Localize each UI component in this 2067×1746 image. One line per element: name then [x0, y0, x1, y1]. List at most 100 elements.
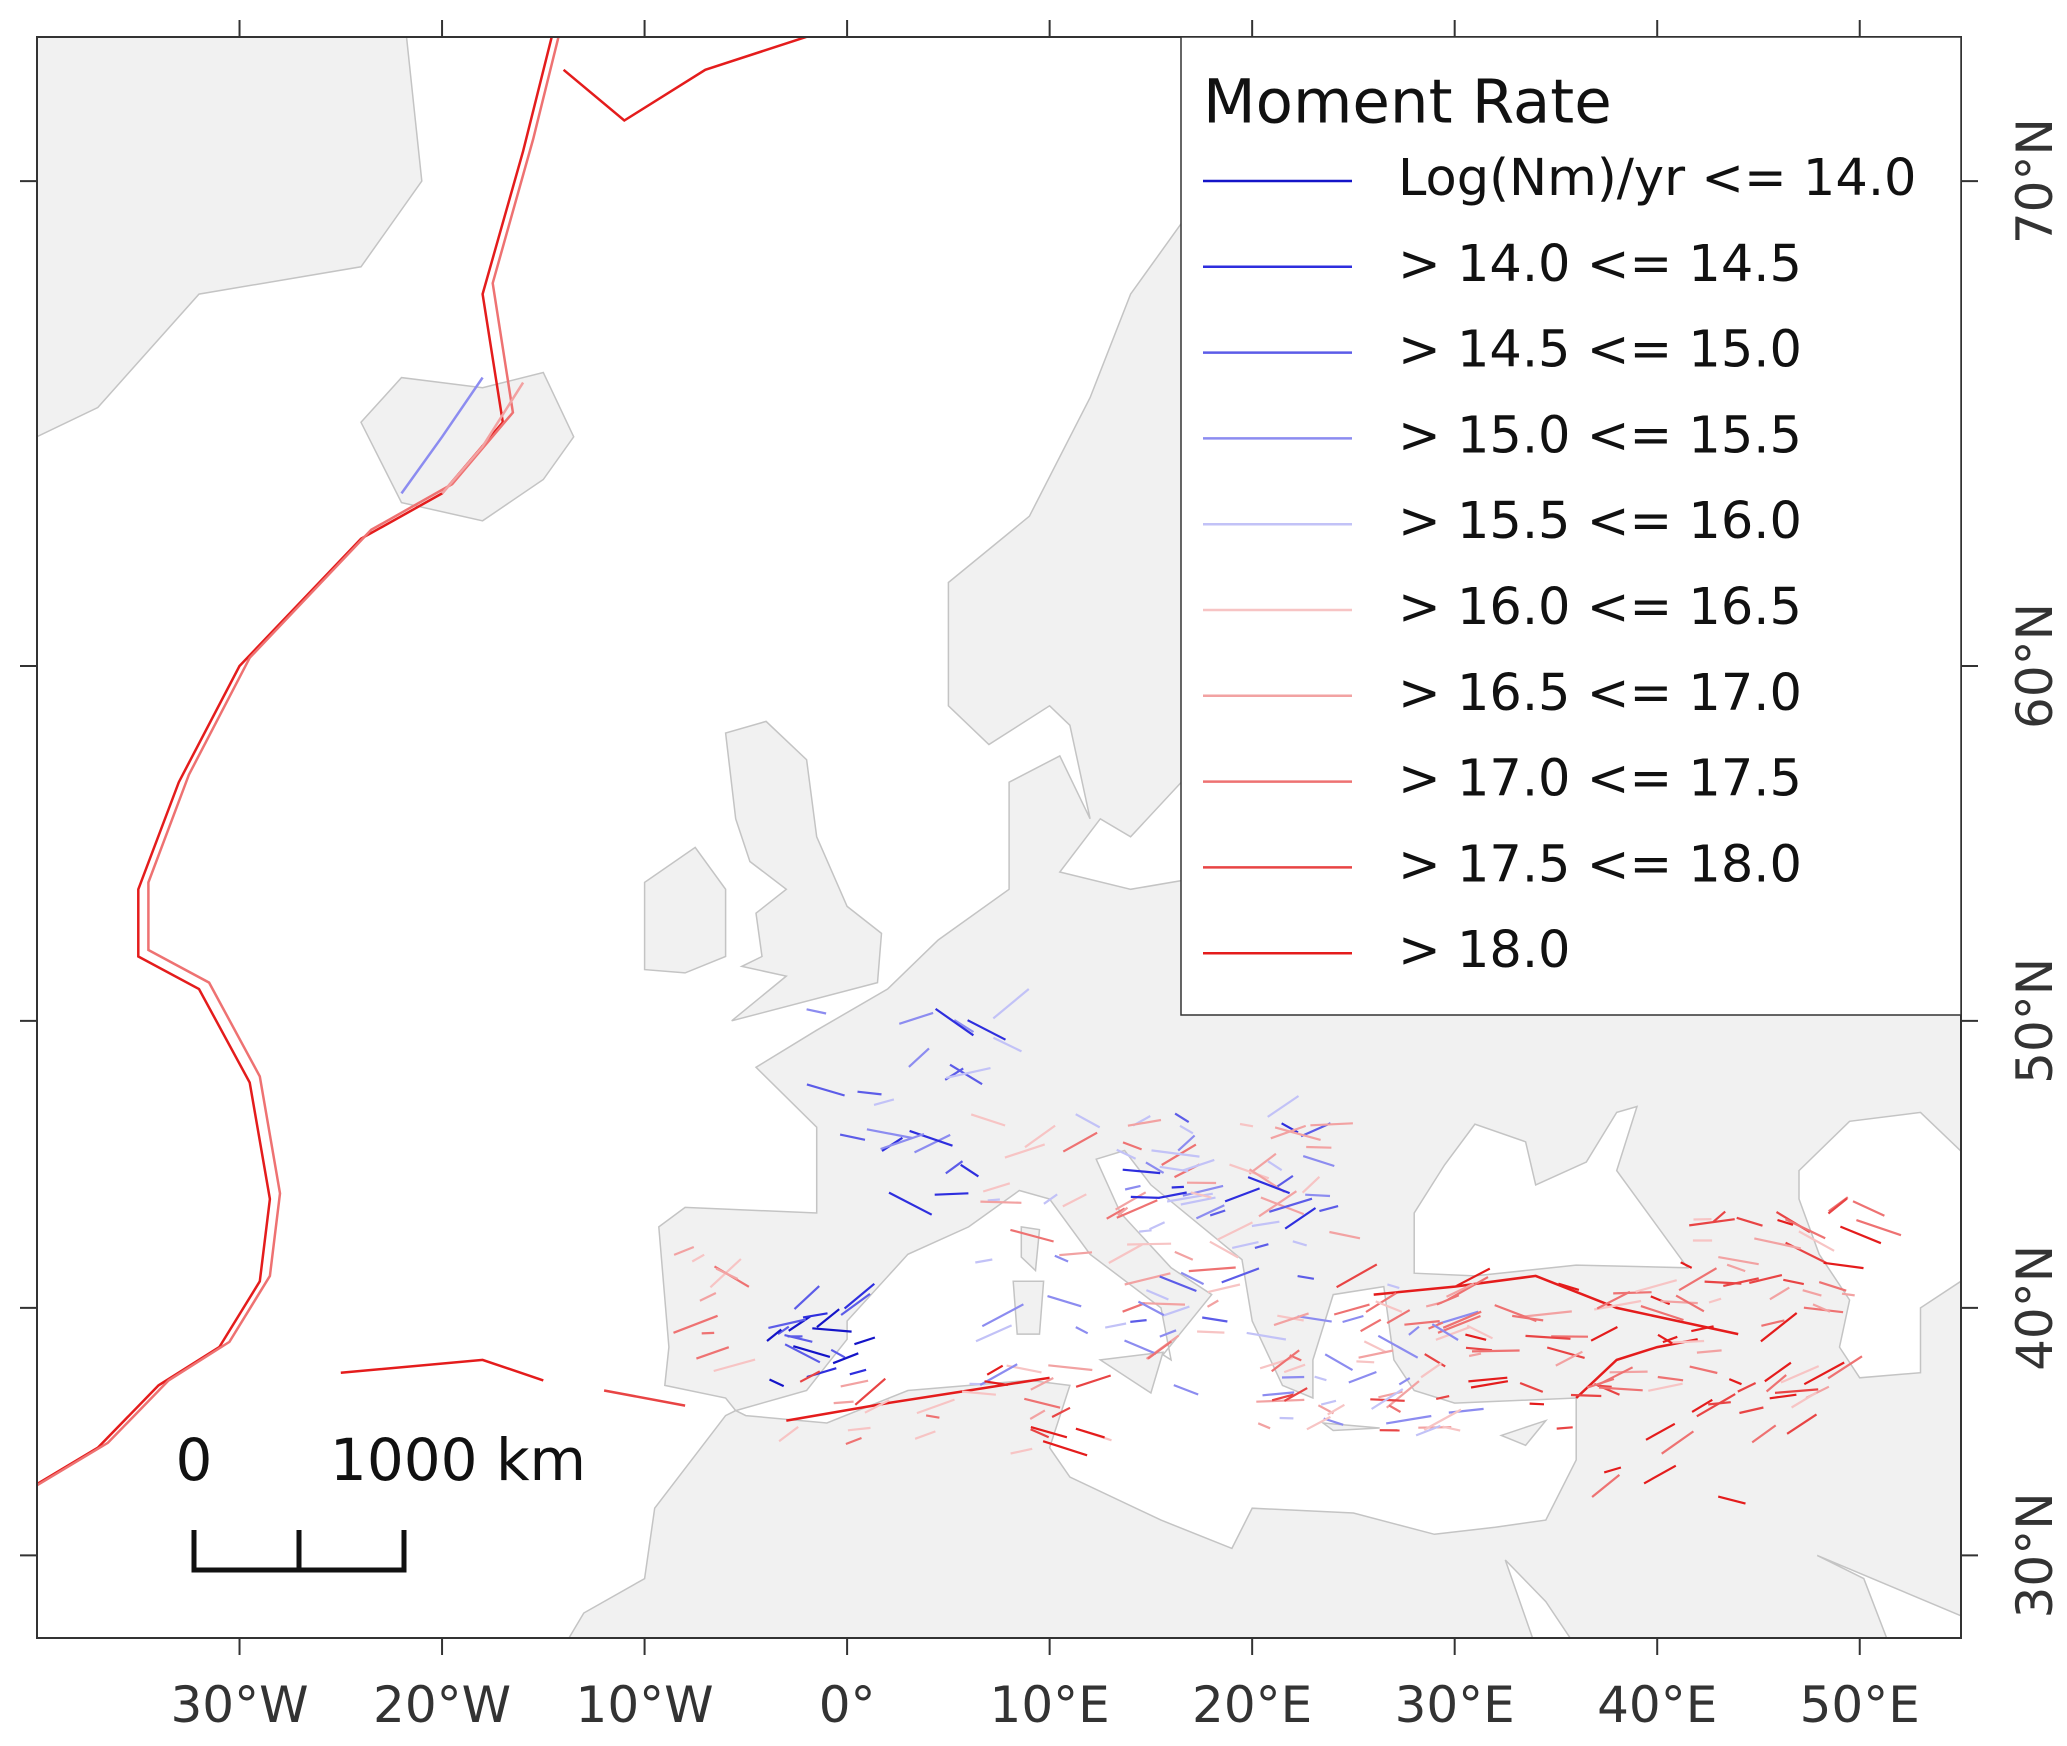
scale-bar: 0 1000 km	[176, 1426, 586, 1573]
fault-trace	[441, 381, 525, 495]
fault-trace	[1122, 1302, 1146, 1313]
fault-trace	[1145, 1289, 1169, 1301]
fault-trace	[1221, 1267, 1260, 1284]
fault-trace	[1030, 1426, 1068, 1439]
fault-trace	[1207, 1283, 1241, 1294]
fault-trace	[843, 1282, 876, 1310]
fault-trace	[1650, 1295, 1671, 1306]
fault-trace	[1603, 1466, 1622, 1474]
fault-trace	[340, 1358, 544, 1382]
ireland	[643, 846, 727, 974]
fault-trace	[1696, 1349, 1722, 1354]
fault-trace	[849, 1368, 867, 1376]
fault-trace	[847, 1426, 871, 1432]
fault-trace	[1254, 1243, 1269, 1249]
fault-trace	[1075, 1326, 1089, 1335]
fault-trace	[1812, 1303, 1831, 1313]
fault-trace	[992, 988, 1030, 1020]
fault-trace	[1106, 1207, 1126, 1220]
fault-trace	[1556, 1426, 1573, 1430]
fault-trace	[1640, 1305, 1684, 1322]
fault-trace	[1267, 1160, 1283, 1172]
fault-trace	[1262, 1391, 1295, 1397]
fault-trace	[1305, 1193, 1331, 1198]
iceland	[360, 371, 575, 522]
scale-label: 1000 km	[330, 1426, 586, 1494]
fault-trace	[833, 1400, 854, 1405]
fault-trace	[1423, 1408, 1462, 1431]
legend-label: > 15.0 <= 15.5	[1398, 406, 1802, 465]
x-tick-label: 10°W	[576, 1676, 714, 1734]
fault-trace	[1024, 1397, 1061, 1409]
fault-trace	[984, 1380, 1008, 1386]
fault-trace	[1209, 1240, 1239, 1259]
fault-trace	[1769, 1393, 1797, 1400]
fault-trace	[691, 1253, 705, 1263]
fault-trace	[1356, 1360, 1375, 1364]
fault-trace	[1179, 1124, 1194, 1135]
fault-trace	[793, 1285, 820, 1310]
fault-trace	[873, 1098, 895, 1106]
fault-trace	[1075, 1113, 1101, 1129]
fault-trace	[1324, 1353, 1354, 1372]
fault-trace	[1329, 1230, 1361, 1240]
fault-trace	[1147, 1340, 1173, 1360]
fault-trace	[1231, 1241, 1259, 1249]
fault-trace	[1306, 1415, 1331, 1431]
legend-label: > 17.0 <= 17.5	[1398, 750, 1802, 809]
fault-trace	[982, 1182, 1011, 1193]
fault-trace	[1613, 1291, 1652, 1295]
x-tick-label: 10°E	[990, 1676, 1110, 1734]
fault-trace	[1348, 1370, 1377, 1384]
fault-trace	[934, 1007, 975, 1037]
fault-trace	[1320, 1399, 1337, 1406]
fault-trace	[1162, 1305, 1190, 1317]
fault-trace	[1783, 1278, 1805, 1286]
fault-trace	[1297, 1275, 1315, 1280]
fault-trace	[1398, 1377, 1411, 1386]
fault-trace	[1466, 1324, 1493, 1340]
fault-trace	[845, 1436, 862, 1446]
fault-trace	[1138, 1229, 1152, 1233]
fault-trace	[1127, 1242, 1172, 1246]
fault-trace	[1446, 1282, 1475, 1298]
fault-trace	[1718, 1256, 1759, 1266]
fault-trace	[1306, 1145, 1332, 1149]
fault-trace	[1777, 1218, 1794, 1226]
fault-trace	[1054, 1254, 1069, 1263]
fault-trace	[925, 1414, 940, 1419]
fault-trace	[1059, 1251, 1093, 1257]
fault-trace	[1754, 1237, 1802, 1250]
fault-trace	[1435, 1395, 1450, 1400]
fault-trace	[1130, 1195, 1160, 1199]
fault-trace	[1130, 1319, 1147, 1323]
fault-trace	[1363, 1340, 1387, 1354]
persian-gulf	[1816, 1554, 1961, 1638]
x-tick-label: 50°E	[1800, 1676, 1920, 1734]
red-sea	[1504, 1559, 1572, 1638]
fault-trace	[1202, 1316, 1228, 1323]
corsica	[1020, 1226, 1041, 1273]
fault-trace	[1174, 1112, 1190, 1124]
fault-trace	[1159, 1275, 1197, 1293]
fault-trace	[1124, 1339, 1157, 1355]
fault-trace	[1802, 1289, 1822, 1297]
fault-trace	[1258, 1190, 1298, 1218]
fault-trace	[1424, 1353, 1446, 1368]
fault-trace	[1760, 1312, 1798, 1343]
fault-trace	[1108, 1243, 1143, 1264]
fault-trace	[696, 1346, 730, 1360]
fault-trace	[1043, 1193, 1058, 1205]
fault-trace	[1159, 1329, 1177, 1338]
fault-trace	[1712, 1210, 1726, 1223]
legend-label: > 18.0	[1398, 921, 1571, 980]
fault-trace	[1375, 1300, 1403, 1313]
fault-trace	[1437, 1310, 1479, 1325]
fault-trace	[1281, 1375, 1305, 1379]
fault-trace	[1115, 1191, 1147, 1211]
fault-trace	[832, 1352, 859, 1365]
fault-trace	[1739, 1406, 1764, 1415]
fault-trace	[766, 1328, 782, 1342]
fault-trace	[769, 1378, 785, 1388]
